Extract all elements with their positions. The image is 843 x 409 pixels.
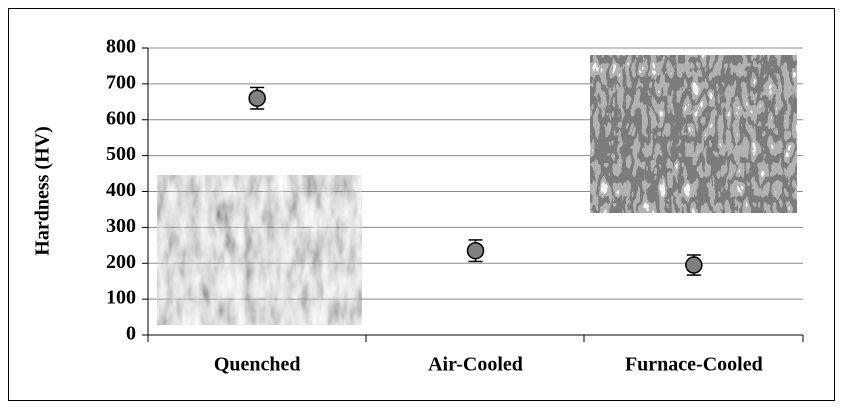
y-tick-label: 200 [106,251,136,273]
x-tick-label: Air-Cooled [428,354,523,376]
chart: Hardness (HV) 0 100 200 300 400 500 600 700 800 Q… [0,0,843,409]
y-tick-label: 700 [106,71,136,93]
x-tick-label: Furnace-Cooled [625,354,763,376]
y-tick-label: 100 [106,287,136,309]
x-tick-label: Quenched [214,354,301,376]
data-point [468,243,484,259]
data-point [686,257,702,273]
y-tick-label: 0 [126,323,136,345]
y-tick-label: 800 [106,36,136,58]
y-tick-label: 600 [106,107,136,129]
y-tick-label: 500 [106,143,136,165]
micrograph-inset [157,175,362,325]
y-tick-label: 300 [106,215,136,237]
y-tick-label: 400 [106,179,136,201]
data-point [249,90,265,106]
y-axis-label: Hardness (HV) [32,126,54,255]
micrograph-inset [590,55,797,213]
